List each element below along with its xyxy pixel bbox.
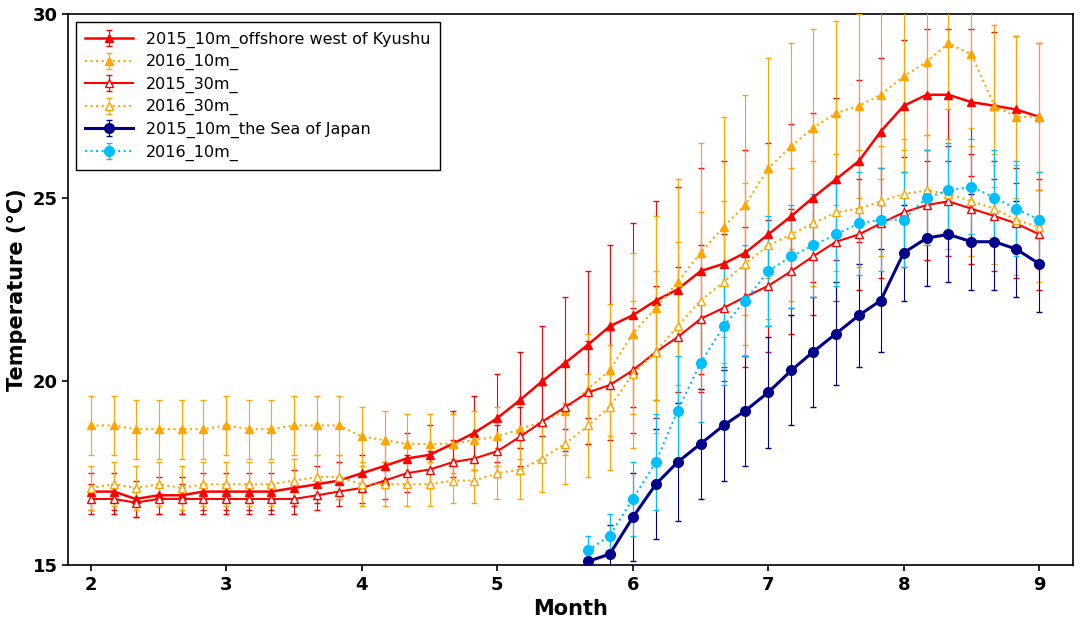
X-axis label: Month: Month (534, 599, 608, 619)
Y-axis label: Temperature (°C): Temperature (°C) (6, 188, 27, 391)
Legend: 2015_10m_offshore west of Kyushu, 2016_10m_, 2015_30m_, 2016_30m_, 2015_10m_the : 2015_10m_offshore west of Kyushu, 2016_1… (76, 22, 441, 170)
